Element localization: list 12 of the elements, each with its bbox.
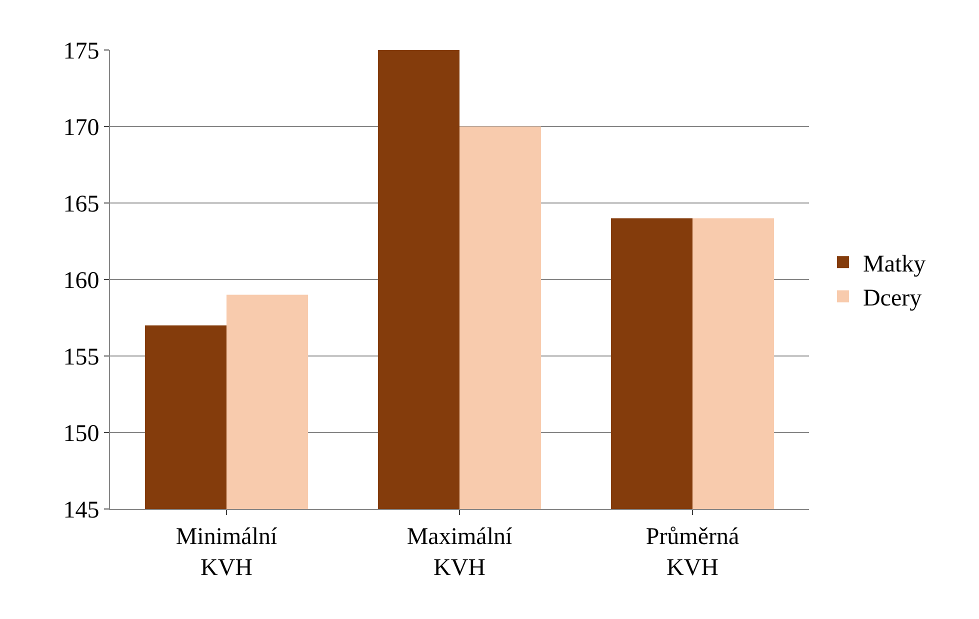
y-tick-label: 160 [63,268,100,294]
y-tick-label: 145 [63,497,100,524]
x-tick-label: Minimální KVH [176,524,278,581]
y-tick-label: 170 [63,114,100,141]
y-tick-label: 165 [63,191,100,218]
y-tick-label: 175 [63,38,100,64]
x-tick-label: Průměrná KVH [646,524,740,581]
legend-label: Matky [862,251,926,278]
legend-label: Dcery [862,286,922,312]
x-tick-label: Maximální KVH [406,524,512,581]
y-tick-label: 155 [63,344,100,370]
y-tick-label: 150 [63,420,100,447]
